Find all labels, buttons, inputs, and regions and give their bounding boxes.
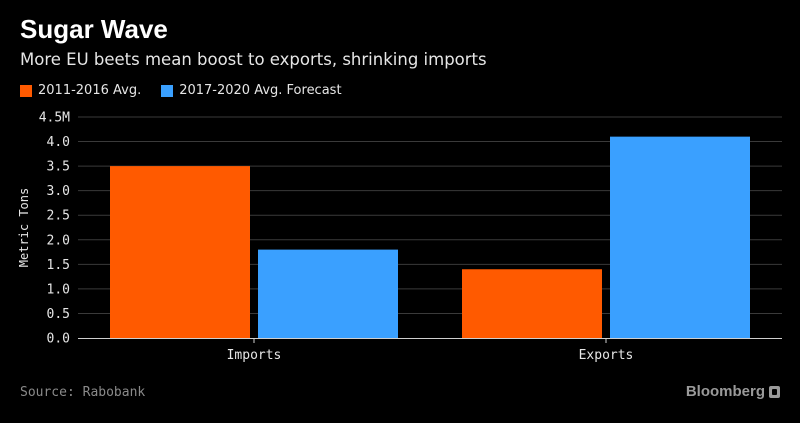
chart-title: Sugar Wave (20, 14, 168, 44)
source-note: Source: Rabobank (20, 385, 146, 400)
x-tick-label: Exports (579, 348, 634, 363)
y-tick-label: 3.5 (47, 160, 70, 175)
bar-exports-series-2 (610, 136, 750, 338)
legend-swatch-series-1 (20, 84, 32, 97)
y-tick-label: 3.0 (47, 184, 70, 199)
bar-imports-series-2 (258, 249, 398, 338)
legend-label-series-2: 2017-2020 Avg. Forecast (179, 83, 342, 98)
y-axis-label: Metric Tons (17, 188, 31, 267)
y-tick-label: 0.0 (47, 332, 70, 347)
y-tick-label: 0.5 (47, 307, 70, 322)
x-tick-label: Imports (227, 348, 282, 363)
y-tick-label: 2.0 (47, 233, 70, 248)
legend-item-series-2: 2017-2020 Avg. Forecast (161, 83, 342, 98)
y-tick-label: 4.0 (47, 135, 70, 150)
bar-imports-series-1 (110, 166, 250, 338)
y-tick-label: 1.0 (47, 282, 70, 297)
y-tick-label: 2.5 (47, 209, 70, 224)
brand-logo: Bloomberg (686, 383, 780, 400)
brand-name: Bloomberg (685, 383, 765, 400)
legend: 2011-2016 Avg. 2017-2020 Avg. Forecast (20, 83, 342, 98)
legend-label-series-1: 2011-2016 Avg. (38, 83, 142, 98)
bloomberg-mark-icon (769, 385, 780, 398)
legend-item-series-1: 2011-2016 Avg. (20, 83, 141, 98)
y-tick-label: 1.5 (47, 258, 70, 273)
chart-subtitle: More EU beets mean boost to exports, shr… (20, 50, 487, 69)
bar-exports-series-1 (462, 269, 602, 338)
legend-swatch-series-2 (161, 84, 174, 97)
y-tick-label: 4.5M (39, 111, 70, 126)
